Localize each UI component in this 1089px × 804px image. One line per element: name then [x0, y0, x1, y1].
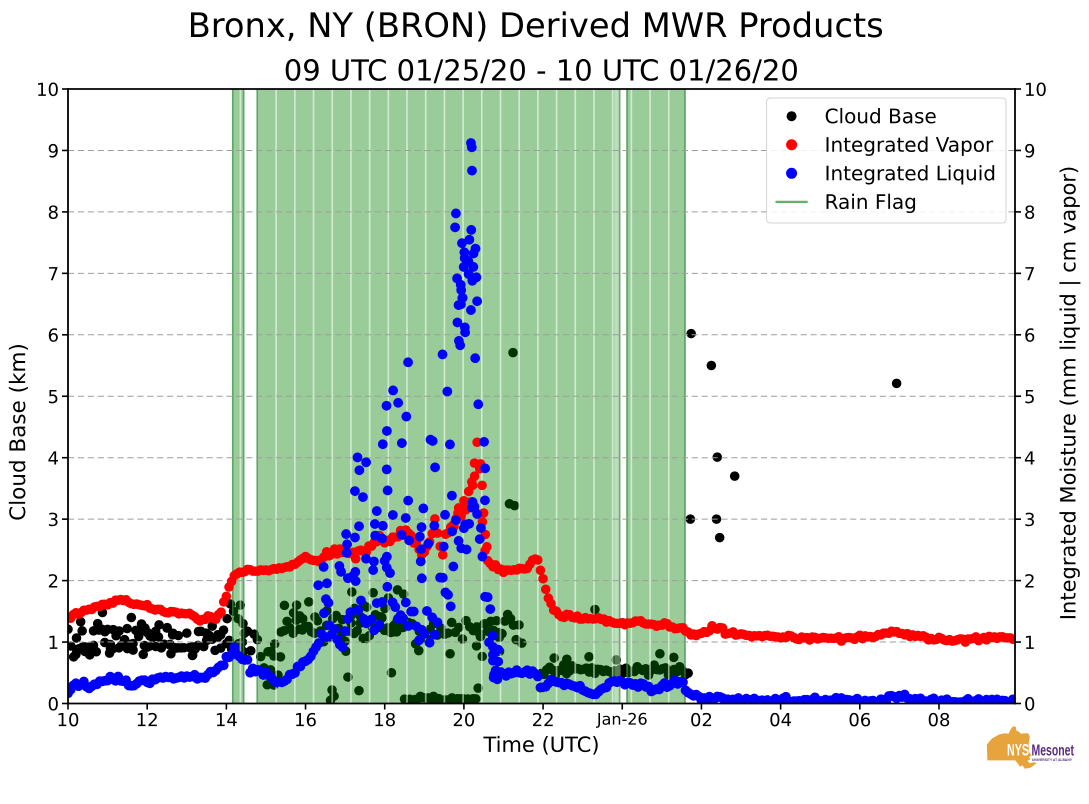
svg-text:Mesonet: Mesonet — [1032, 743, 1075, 760]
svg-text:NYS: NYS — [1007, 741, 1029, 760]
svg-text:UNIVERSITY AT ALBANY: UNIVERSITY AT ALBANY — [1032, 757, 1072, 762]
